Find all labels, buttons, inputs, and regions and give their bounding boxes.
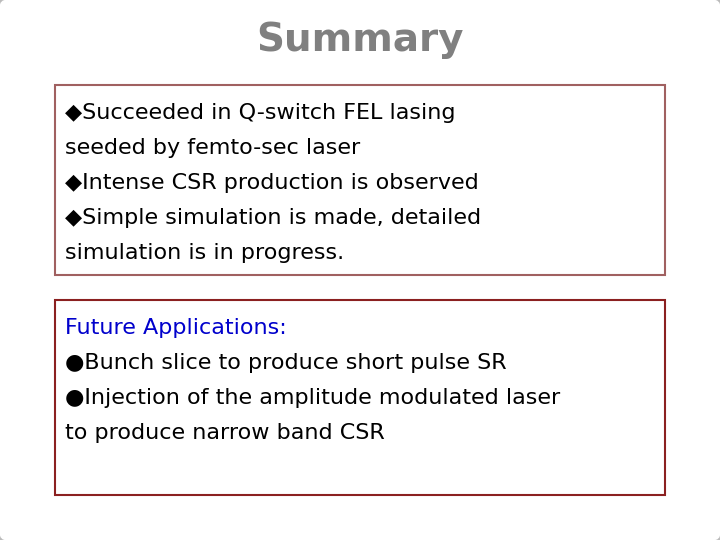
Text: ◆Intense CSR production is observed: ◆Intense CSR production is observed [65, 173, 479, 193]
Text: ◆Simple simulation is made, detailed: ◆Simple simulation is made, detailed [65, 208, 481, 228]
FancyBboxPatch shape [55, 300, 665, 495]
FancyBboxPatch shape [55, 85, 665, 275]
Text: Future Applications:: Future Applications: [65, 318, 287, 338]
Text: Summary: Summary [256, 21, 464, 59]
Text: to produce narrow band CSR: to produce narrow band CSR [65, 423, 384, 443]
Text: ●Injection of the amplitude modulated laser: ●Injection of the amplitude modulated la… [65, 388, 560, 408]
Text: ●Bunch slice to produce short pulse SR: ●Bunch slice to produce short pulse SR [65, 353, 507, 373]
Text: seeded by femto-sec laser: seeded by femto-sec laser [65, 138, 360, 158]
Text: ◆Succeeded in Q-switch FEL lasing: ◆Succeeded in Q-switch FEL lasing [65, 103, 456, 123]
Text: simulation is in progress.: simulation is in progress. [65, 243, 344, 263]
